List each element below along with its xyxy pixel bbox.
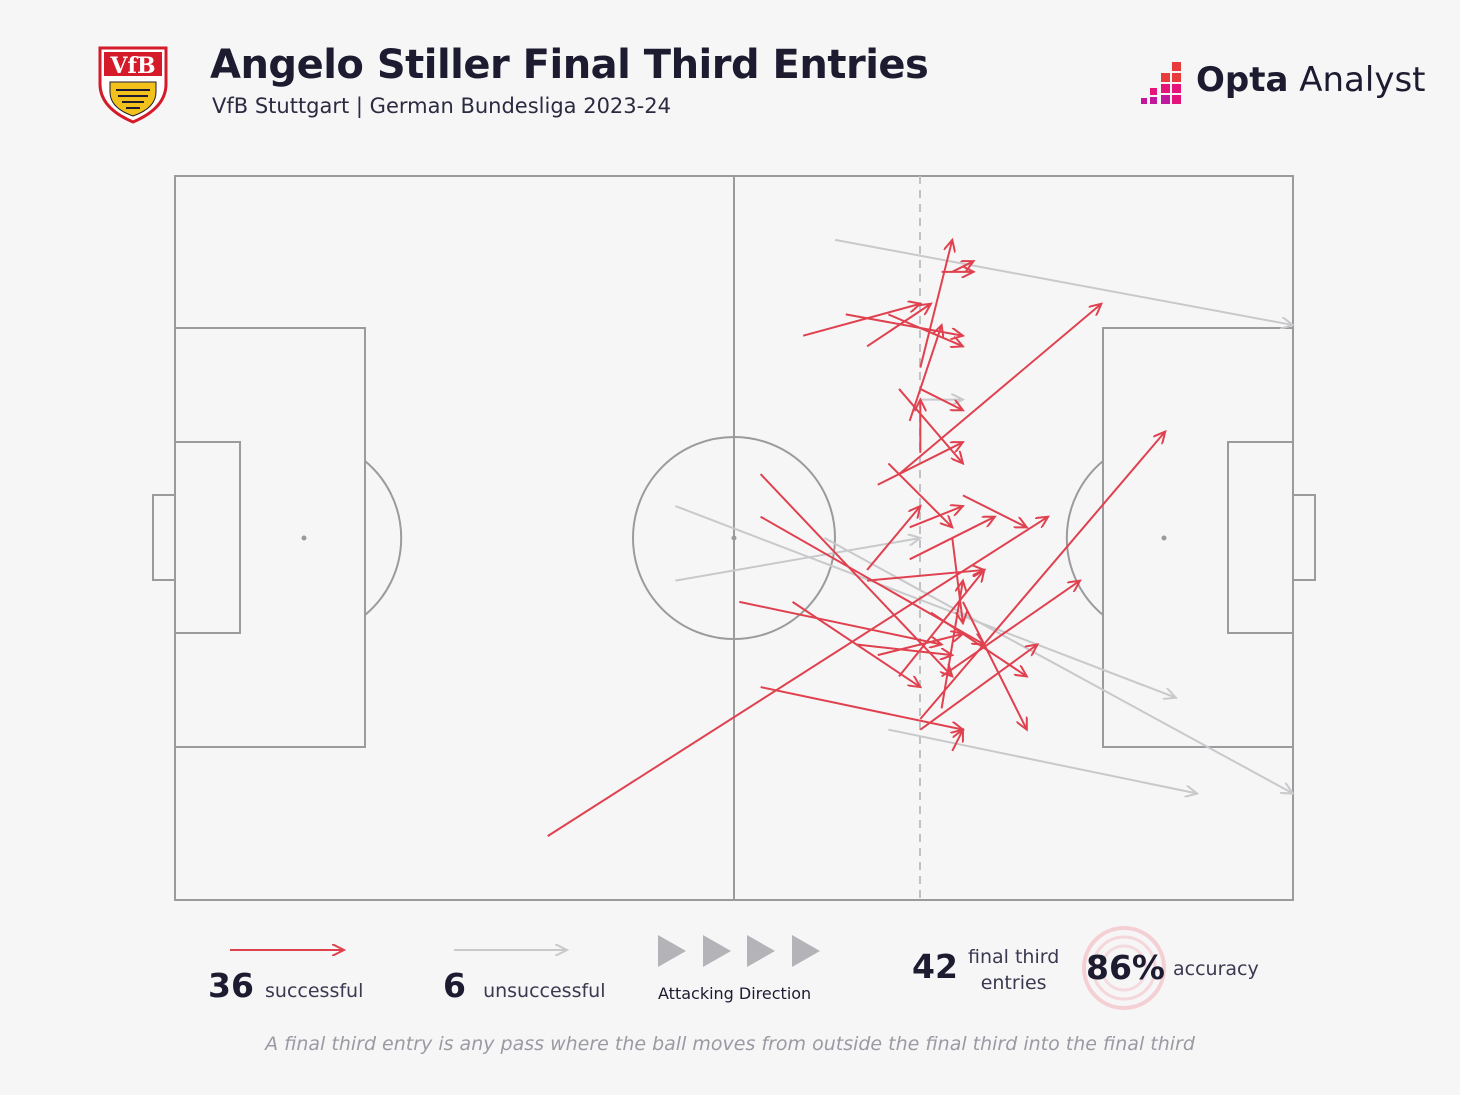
attacking-direction-icon (658, 935, 820, 967)
successful-pass-arrow (962, 494, 1027, 527)
successful-pass-arrow (877, 442, 963, 486)
successful-pass-arrow (909, 517, 995, 561)
successful-pass-arrow (930, 611, 1027, 677)
successful-pass-arrow (962, 601, 1027, 730)
left-penalty-area (174, 327, 366, 748)
successful-count: 36 (208, 966, 254, 1005)
page-subtitle: VfB Stuttgart | German Bundesliga 2023-2… (212, 94, 671, 118)
left-penalty-arc (364, 460, 403, 616)
unsuccessful-label: unsuccessful (483, 980, 606, 1002)
successful-pass-arrow (898, 570, 984, 678)
successful-pass-arrow (547, 517, 1048, 837)
brand-light: Analyst (1299, 60, 1426, 100)
left-penalty-spot (301, 535, 307, 541)
successful-pass-arrow (760, 686, 963, 730)
unsuccessful-pass-arrow (675, 538, 920, 582)
accuracy-label: accuracy (1173, 958, 1259, 980)
accuracy-ring-icon (1082, 926, 1166, 1010)
centre-spot (731, 535, 737, 541)
successful-pass-arrow (909, 506, 963, 529)
right-penalty-spot (1161, 535, 1167, 541)
left-goal (152, 494, 176, 581)
successful-pass-arrow (845, 313, 963, 335)
successful-pass-arrow (919, 644, 1037, 731)
centre-circle (632, 436, 836, 640)
footnote: A final third entry is any pass where th… (265, 1033, 1195, 1055)
successful-label: successful (265, 980, 364, 1002)
accuracy-value: 86% (1086, 948, 1165, 987)
successful-pass-arrow (877, 634, 963, 657)
successful-legend: 36 successful (208, 966, 363, 1005)
successful-pass-arrow (919, 240, 952, 368)
unsuccessful-pass-arrow (675, 505, 1175, 698)
successful-pass-arrow (856, 643, 952, 655)
brand-bold: Opta (1196, 60, 1289, 100)
successful-pass-arrow (759, 473, 953, 676)
entries-label: final third entries (968, 946, 1060, 994)
vfb-stuttgart-crest-icon: VfB (98, 46, 168, 124)
right-goal (1292, 494, 1316, 581)
page-title: Angelo Stiller Final Third Entries (210, 42, 929, 88)
successful-pass-arrow (940, 581, 963, 709)
svg-text:VfB: VfB (109, 53, 155, 79)
pitch-markings (152, 175, 1316, 901)
successful-pass-arrow (739, 600, 941, 645)
successful-pass-arrow (919, 432, 1165, 720)
successful-pass-arrow (887, 313, 963, 346)
attacking-direction-label: Attacking Direction (658, 984, 812, 1003)
right-penalty-area (1102, 327, 1294, 748)
unsuccessful-pass-arrow (834, 238, 1293, 325)
successful-pass-arrow (919, 388, 963, 410)
successful-pass-arrow (866, 506, 920, 571)
unsuccessful-legend: 6 unsuccessful (443, 966, 605, 1005)
successful-pass-arrow (867, 570, 984, 582)
right-penalty-arc (1065, 460, 1104, 616)
successful-pass-arrow (951, 730, 963, 752)
unsuccessful-count: 6 (443, 966, 466, 1005)
successful-pass-arrow (941, 581, 1080, 678)
successful-pass-arrow (898, 304, 1101, 475)
successful-pass-arrow (951, 261, 973, 273)
successful-pass-arrow (866, 304, 931, 348)
successful-pass-arrow (887, 462, 952, 527)
opta-bars-icon (1141, 62, 1181, 104)
unsuccessful-passes (675, 238, 1293, 794)
unsuccessful-pass-arrow (824, 537, 1293, 794)
right-six-yard-box (1227, 441, 1294, 634)
successful-pass-arrow (908, 325, 942, 422)
unsuccessful-pass-arrow (888, 728, 1197, 794)
successful-passes (547, 240, 1166, 837)
opta-analyst-logo: Opta Analyst (1136, 56, 1426, 110)
successful-pass-arrow (802, 304, 920, 337)
entries-count: 42 (912, 947, 958, 986)
left-six-yard-box (174, 441, 241, 634)
